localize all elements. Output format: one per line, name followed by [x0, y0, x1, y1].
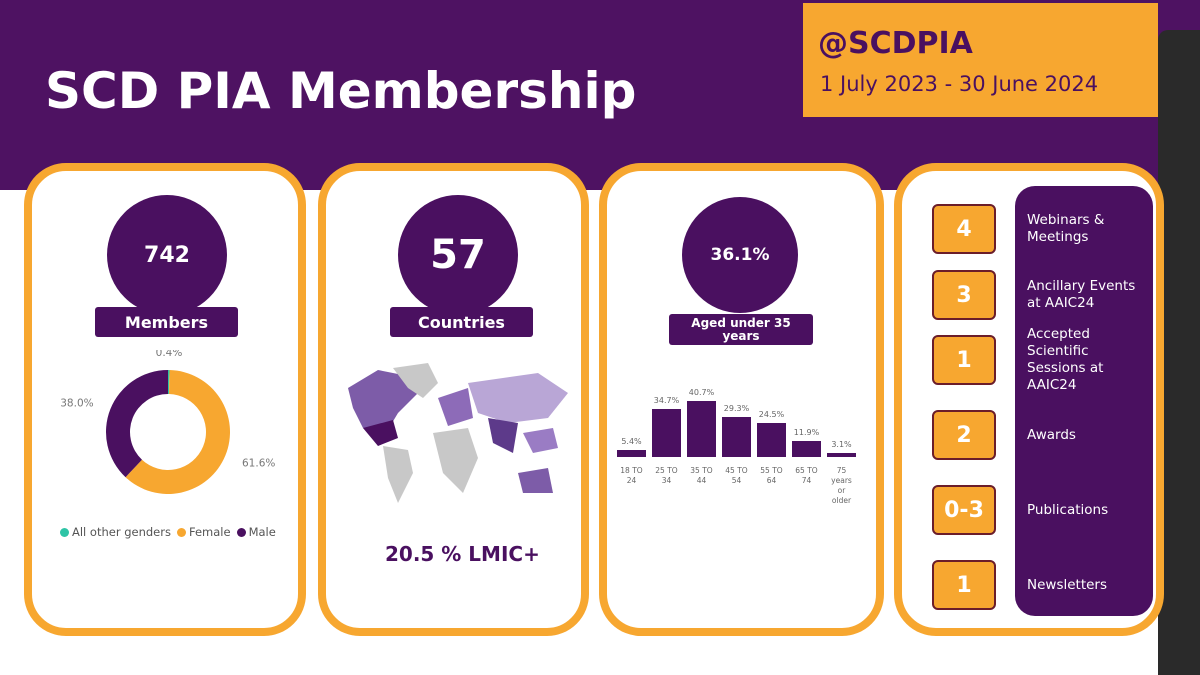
activity-label: Ancillary Events at AAIC24: [1027, 278, 1136, 311]
stat-label: Aged under 35 years: [669, 314, 813, 345]
activity-count: 3: [932, 270, 996, 320]
period: 1 July 2023 - 30 June 2024: [820, 72, 1099, 96]
bar-value-label: 34.7%: [653, 396, 680, 406]
bar-value-label: 5.4%: [621, 436, 642, 446]
world-map: [348, 363, 568, 503]
bar-value-label: 40.7%: [688, 387, 715, 397]
x-tick-label: 75 years or older: [831, 466, 852, 505]
bar-value-label: 29.3%: [723, 403, 750, 413]
legend-swatch: [236, 527, 246, 537]
activities-panel: [1015, 186, 1153, 616]
bar: [617, 449, 646, 457]
activity-label: Publications: [1027, 501, 1109, 518]
x-tick-label: 55 TO 64: [760, 466, 783, 485]
bar-value-label: 3.1%: [831, 439, 852, 449]
slice-label: 38.0%: [60, 398, 93, 410]
activity-label: Webinars & Meetings: [1027, 212, 1105, 245]
map-region: [518, 468, 553, 493]
stat-value: 742: [107, 195, 227, 315]
x-tick-label: 18 TO 24: [620, 466, 643, 485]
handle-box: [803, 3, 1158, 117]
bar: [757, 423, 786, 457]
bar: [827, 452, 856, 457]
donut-chart: 0.4% 61.6% 38.0%: [60, 350, 275, 494]
x-tick-label: 35 TO 44: [690, 466, 713, 485]
activity-count: 1: [932, 335, 996, 385]
activity-label: Newsletters: [1027, 576, 1108, 593]
title: SCD PIA Membership: [45, 62, 637, 120]
activity-count: 4: [932, 204, 996, 254]
activity-count: 2: [932, 410, 996, 460]
legend-swatch: [60, 527, 69, 537]
map-region: [488, 418, 518, 453]
bar-value-label: 11.9%: [793, 427, 820, 437]
legend-label: Male: [248, 525, 276, 539]
map-region: [348, 370, 418, 438]
legend: All other genders Female Male: [60, 525, 290, 539]
lmic-share: 20.5 % LMIC+: [385, 542, 540, 566]
map-region: [438, 388, 473, 426]
bar-value-label: 24.5%: [758, 410, 785, 420]
x-tick-label: 65 TO 74: [795, 466, 818, 485]
bar: [792, 440, 821, 457]
legend-swatch: [176, 527, 186, 537]
map-region: [433, 428, 478, 493]
map-region: [383, 446, 413, 503]
donut-slice: [125, 370, 230, 494]
legend-label: All other genders: [72, 525, 171, 539]
map-region: [393, 363, 438, 398]
donut-slice: [168, 370, 170, 395]
activity-count: 1: [932, 560, 996, 610]
map-region: [468, 373, 568, 423]
legend-item: Female: [176, 525, 231, 539]
stat-value: 57: [398, 195, 518, 315]
bar-chart: 5.4% 18 TO 24 34.7% 25 TO 34 40.7% 35 TO 44 29…: [614, 370, 864, 505]
handle: @SCDPIA: [818, 26, 973, 61]
members-card: [24, 163, 306, 636]
activity-label: Awards: [1027, 426, 1076, 443]
activity-label: Accepted Scientific Sessions at AAIC24: [1027, 326, 1104, 393]
legend-item: All other genders: [60, 525, 171, 539]
stat-label: Members: [95, 307, 238, 337]
map-region: [523, 428, 558, 453]
slice-label: 0.4%: [156, 350, 183, 359]
stat-value: 36.1%: [682, 197, 798, 313]
slice-label: 61.6%: [242, 457, 275, 469]
x-tick-label: 45 TO 54: [725, 466, 748, 485]
legend-item: Male: [236, 525, 276, 539]
map-region: [363, 420, 398, 446]
stat-label: Countries: [390, 307, 533, 337]
bar: [687, 400, 716, 457]
screen-edge: [1158, 30, 1200, 675]
bar: [722, 416, 751, 457]
bar: [652, 409, 681, 457]
activity-count: 0-3: [932, 485, 996, 535]
donut-slice: [106, 370, 168, 478]
legend-label: Female: [188, 525, 231, 539]
x-tick-label: 25 TO 34: [655, 466, 678, 485]
